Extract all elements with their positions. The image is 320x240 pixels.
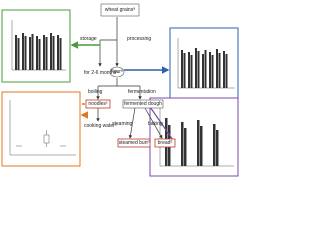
node-box	[85, 99, 111, 109]
edge-label: fermentation	[128, 89, 156, 95]
node-box	[117, 138, 151, 148]
diagram: wheat grainsa floura noodlesc fermented …	[1, 3, 239, 177]
panel-purple	[149, 97, 239, 177]
edge-label: storage	[80, 36, 97, 42]
superscript: d	[147, 139, 149, 143]
superscript: a	[121, 68, 123, 72]
superscript: d	[170, 139, 172, 143]
superscript: c	[106, 100, 108, 104]
node-box	[109, 66, 125, 78]
edge-label: processing	[127, 36, 151, 42]
panel-green	[1, 9, 71, 83]
node-label: noodlesc	[88, 100, 108, 107]
panel-blue	[169, 27, 239, 101]
label-text: bread	[158, 140, 171, 146]
superscript: c	[115, 122, 117, 126]
node-box	[122, 99, 164, 109]
label-text: flour	[111, 69, 121, 75]
edge-label: baking	[148, 121, 163, 127]
label-text: noodles	[88, 101, 106, 107]
label-text: steaming	[112, 121, 133, 127]
label-text: processing	[127, 36, 151, 42]
node-label: wheat grainsa	[105, 6, 135, 13]
node-label: breadd	[158, 139, 173, 146]
label-text: wheat grains	[105, 7, 134, 13]
label-text: boiling	[88, 89, 103, 95]
edge-label: boiling	[88, 89, 103, 95]
label-text: steamed bun	[119, 140, 148, 146]
superscript: b	[116, 69, 118, 73]
node-label: steamed bund	[119, 139, 150, 146]
edge-label: for 2-6 monthsb	[84, 69, 118, 76]
label-text: baking	[148, 121, 163, 127]
label-text: cooking water	[84, 123, 115, 129]
node-box	[154, 138, 176, 148]
superscript: a	[133, 6, 135, 10]
node-box	[100, 3, 140, 17]
label-text: fermentation	[128, 89, 156, 95]
panel-orange	[1, 91, 81, 167]
node-label: fermented dough	[124, 101, 162, 107]
label-text: fermented dough	[124, 101, 162, 107]
node-label: floura	[111, 68, 123, 75]
edge-label: steaming	[112, 121, 133, 127]
arrows	[70, 17, 176, 144]
label-text: for 2-6 months	[84, 70, 117, 76]
edge-label: cooking waterc	[84, 122, 117, 129]
label-text: storage	[80, 36, 97, 42]
